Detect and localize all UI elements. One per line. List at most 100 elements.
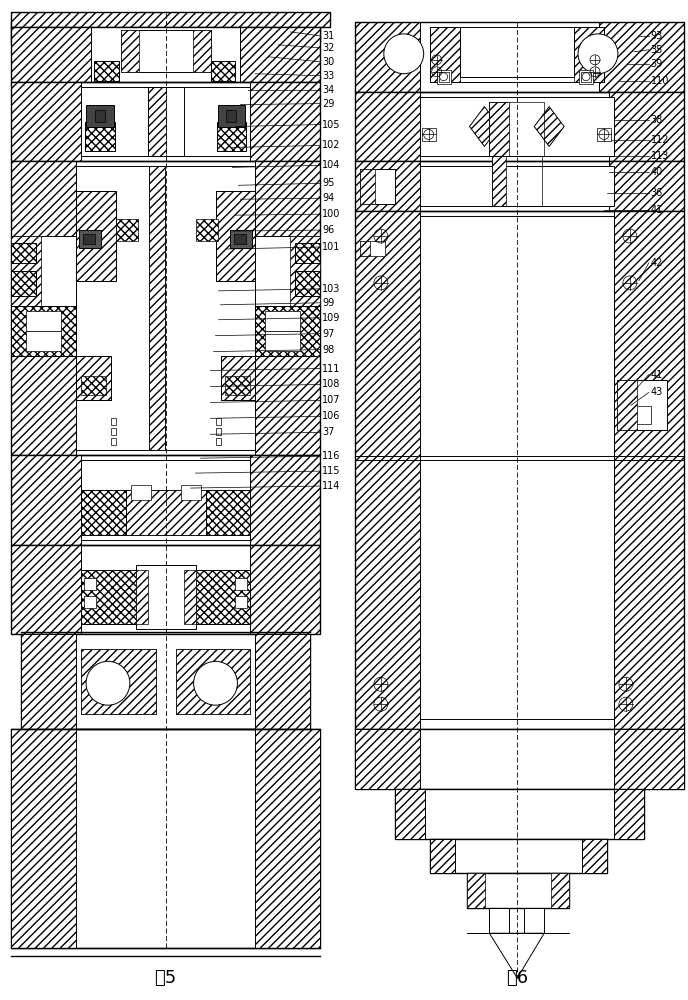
Text: 94: 94	[322, 193, 334, 203]
Text: 112: 112	[651, 135, 669, 145]
Bar	[295, 271, 320, 296]
Bar	[215, 428, 220, 435]
Bar	[355, 211, 684, 729]
Bar	[614, 211, 684, 729]
Text: 图5: 图5	[155, 969, 177, 987]
Circle shape	[367, 258, 383, 274]
Text: 107: 107	[322, 395, 341, 405]
Bar	[235, 234, 246, 244]
Bar	[468, 873, 486, 908]
Bar	[175, 649, 250, 714]
Polygon shape	[489, 933, 544, 978]
Bar	[355, 729, 420, 789]
Bar	[126, 490, 206, 535]
Bar	[21, 634, 310, 729]
Bar	[11, 243, 36, 263]
Bar	[255, 634, 310, 729]
Bar	[95, 110, 105, 122]
Bar	[468, 873, 569, 908]
Text: 40: 40	[651, 167, 663, 177]
Bar	[136, 570, 148, 624]
Bar	[86, 105, 114, 127]
Bar	[76, 191, 116, 281]
Bar	[26, 331, 61, 351]
Bar	[460, 27, 574, 77]
Bar	[395, 789, 424, 839]
Bar	[76, 166, 255, 450]
Bar	[11, 729, 76, 948]
Text: 31: 31	[322, 31, 334, 41]
Bar	[116, 219, 138, 241]
Bar	[11, 545, 81, 634]
Bar	[614, 211, 684, 301]
Circle shape	[578, 34, 618, 74]
Circle shape	[367, 278, 383, 294]
Bar	[76, 356, 111, 400]
Bar	[524, 908, 544, 933]
Bar	[489, 102, 509, 156]
Bar	[290, 236, 320, 306]
Text: 93: 93	[651, 31, 663, 41]
Text: 104: 104	[322, 160, 341, 170]
Text: 102: 102	[322, 140, 341, 150]
Bar	[11, 161, 76, 455]
Bar	[235, 578, 248, 590]
Bar	[215, 418, 220, 425]
Bar	[11, 729, 320, 948]
Circle shape	[367, 218, 383, 234]
Bar	[206, 490, 250, 535]
Bar	[111, 438, 116, 445]
Bar	[81, 649, 155, 714]
Bar	[76, 356, 111, 400]
Bar	[493, 156, 542, 206]
Bar	[11, 161, 320, 455]
Bar	[295, 243, 320, 263]
Text: 图6: 图6	[506, 969, 528, 987]
Bar	[395, 789, 644, 839]
Bar	[355, 22, 420, 92]
Bar	[215, 191, 255, 281]
Circle shape	[626, 218, 642, 234]
Text: 29: 29	[322, 99, 334, 109]
Bar	[217, 105, 246, 127]
Bar	[85, 122, 115, 151]
Bar	[437, 70, 451, 84]
Bar	[429, 27, 460, 82]
Bar	[71, 22, 255, 42]
Bar	[617, 380, 667, 430]
Text: 103: 103	[322, 284, 341, 294]
Bar	[81, 649, 155, 714]
Bar	[266, 311, 300, 331]
Bar	[76, 191, 116, 281]
Bar	[489, 908, 509, 933]
Text: 41: 41	[651, 205, 663, 215]
Bar	[609, 92, 684, 161]
Bar	[489, 102, 544, 156]
Bar	[94, 61, 119, 81]
Bar	[355, 729, 684, 789]
Text: 111: 111	[322, 364, 341, 374]
Bar	[215, 191, 255, 281]
Circle shape	[626, 258, 642, 274]
Bar	[11, 236, 76, 306]
Bar	[255, 729, 320, 948]
Text: 110: 110	[651, 76, 669, 86]
Text: 114: 114	[322, 481, 341, 491]
Text: 39: 39	[651, 59, 663, 69]
Bar	[11, 271, 36, 296]
Text: 43: 43	[651, 387, 663, 397]
Bar	[81, 376, 106, 395]
Bar	[220, 356, 255, 400]
Bar	[111, 418, 116, 425]
Bar	[84, 596, 96, 608]
Bar	[582, 839, 607, 873]
Bar	[91, 27, 240, 82]
Bar	[84, 578, 96, 590]
Bar	[83, 234, 95, 244]
Bar	[81, 490, 126, 535]
Text: 38: 38	[651, 115, 663, 125]
Bar	[131, 485, 151, 500]
Bar	[81, 460, 250, 540]
Bar	[21, 634, 76, 729]
Text: 36: 36	[651, 188, 663, 198]
